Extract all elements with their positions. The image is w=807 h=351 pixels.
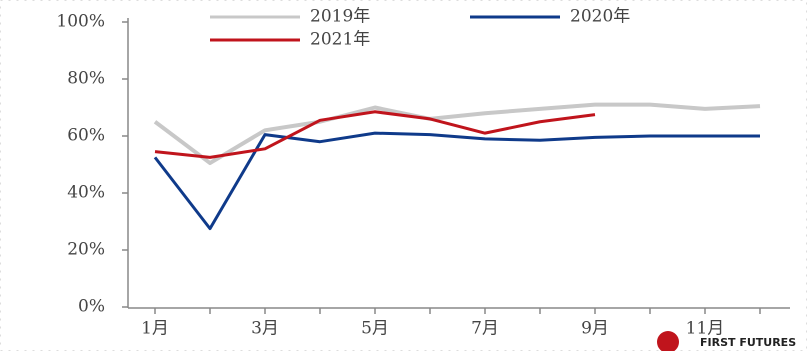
x-tick-label: 3月 bbox=[251, 319, 279, 339]
y-tick-label: 40% bbox=[67, 183, 105, 203]
legend-label: 2021年 bbox=[310, 30, 370, 50]
series-line bbox=[153, 131, 760, 231]
x-tick-label: 5月 bbox=[361, 319, 389, 339]
logo bbox=[657, 331, 679, 351]
y-tick-label: 60% bbox=[67, 126, 105, 146]
x-tick-label: 1月 bbox=[141, 319, 169, 339]
x-tick-label: 9月 bbox=[581, 319, 609, 339]
x-tick-label: 11月 bbox=[686, 319, 725, 339]
legend-label: 2020年 bbox=[570, 7, 630, 27]
legend-label: 2019年 bbox=[310, 7, 370, 27]
y-tick-label: 0% bbox=[78, 297, 105, 317]
series-line bbox=[153, 102, 761, 166]
y-tick-label: 80% bbox=[67, 69, 105, 89]
watermark: FIRST FUTURES bbox=[700, 336, 796, 349]
y-tick-label: 20% bbox=[67, 240, 105, 260]
series-line bbox=[154, 110, 596, 159]
y-tick-label: 100% bbox=[56, 12, 105, 32]
x-tick-label: 7月 bbox=[471, 319, 499, 339]
